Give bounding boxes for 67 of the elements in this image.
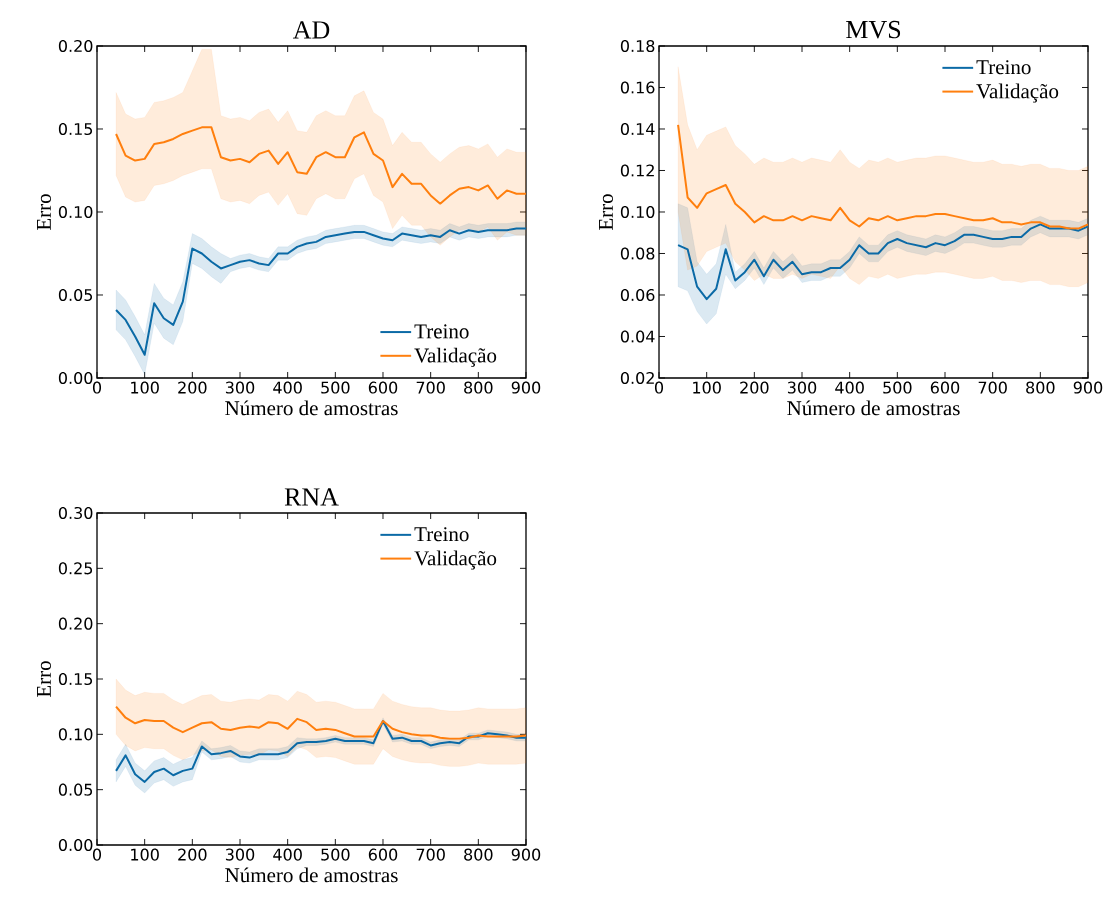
y-tick-label: 0.16 [620,81,655,94]
x-tick-label: 300 [225,381,255,394]
x-tick-label: 700 [416,381,445,394]
x-tick-label: 400 [273,381,302,394]
x-tick-label: 0 [92,848,102,861]
x-tick-label: 500 [321,848,350,861]
y-tick-label: 0.05 [58,288,93,302]
x-tick-label: 600 [930,381,960,394]
y-tick-label: 0.30 [58,506,93,520]
legend-label: Validação [976,83,1059,103]
x-tick-label: 200 [178,848,207,861]
x-axis-title: Número de amostras [225,400,398,416]
x-tick-label: 800 [1026,381,1055,394]
chart-title: MVS [846,20,901,39]
y-tick-label: 0.05 [58,783,93,796]
legend-label: Validação [414,550,497,570]
y-tick-label: 0.20 [58,39,93,53]
legend-label: Treino [976,60,1031,75]
y-tick-label: 0.15 [58,672,93,686]
x-tick-label: 0 [92,381,102,394]
y-tick-label: 0.20 [58,617,93,630]
y-tick-label: 0.14 [620,122,655,136]
x-tick-label: 900 [1073,381,1103,394]
x-tick-label: 900 [511,848,541,861]
chart-title: AD [292,21,330,39]
x-tick-label: 600 [368,381,398,394]
y-tick-label: 0.12 [620,164,654,177]
x-tick-label: 500 [321,381,350,394]
chart-title: RNA [284,488,339,506]
legend-label: Treino [414,324,469,339]
x-tick-label: 300 [225,848,255,861]
x-tick-label: 700 [416,848,445,861]
y-tick-label: 0.15 [58,122,93,136]
x-axis-title: Número de amostras [225,867,398,883]
line-series [115,126,526,205]
x-tick-label: 400 [273,848,302,861]
x-tick-label: 200 [740,381,769,394]
y-tick-label: 0.10 [620,205,655,219]
y-tick-label: 0.25 [58,562,93,575]
x-tick-label: 200 [178,381,207,394]
y-tick-label: 0.02 [620,371,654,385]
y-axis-title: Erro [37,194,51,231]
y-tick-label: 0.00 [58,371,93,385]
y-tick-label: 0.00 [58,838,93,852]
x-tick-label: 900 [511,381,541,394]
y-tick-label: 0.10 [58,205,93,219]
y-tick-label: 0.18 [620,39,655,53]
y-axis-title: Erro [599,194,613,231]
x-tick-label: 700 [978,381,1007,394]
x-tick-label: 100 [131,848,159,861]
x-tick-label: 400 [835,381,864,394]
x-tick-label: 100 [131,381,159,394]
x-tick-label: 300 [787,381,817,394]
x-tick-label: 800 [464,848,493,861]
y-tick-label: 0.08 [620,247,655,260]
x-tick-label: 100 [693,381,721,394]
y-tick-label: 0.10 [58,728,93,741]
y-tick-label: 0.06 [620,288,655,302]
x-axis-title: Número de amostras [787,400,960,416]
legend-label: Validação [414,347,497,367]
x-tick-label: 800 [464,381,493,394]
legend-label: Treino [414,527,469,542]
y-axis-title: Erro [37,661,51,698]
x-tick-label: 600 [368,848,398,861]
x-tick-label: 500 [883,381,912,394]
y-tick-label: 0.04 [620,330,655,343]
x-tick-label: 0 [654,381,664,394]
